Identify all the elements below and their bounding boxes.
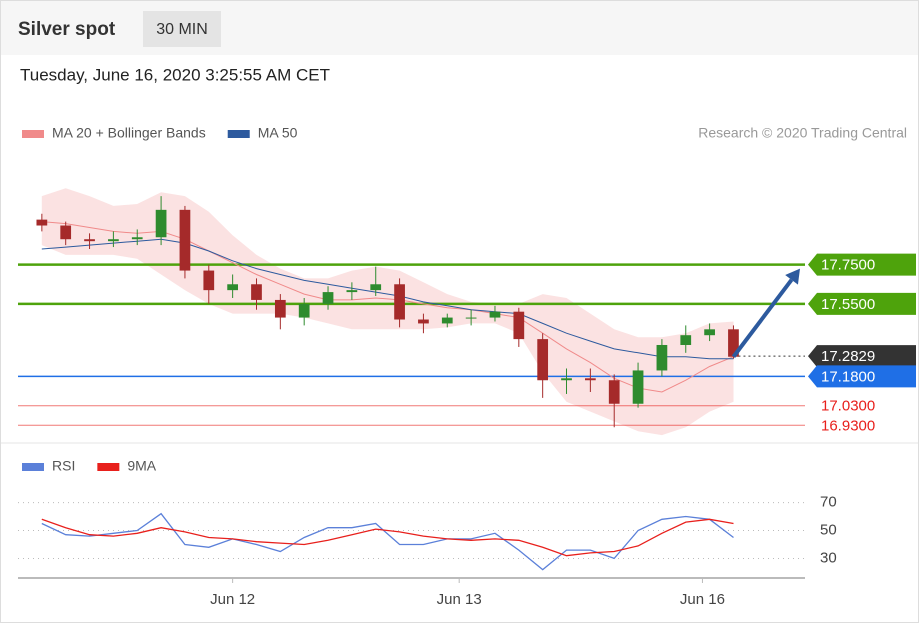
candle-body: [298, 303, 310, 318]
x-tick-label: Jun 16: [680, 591, 725, 608]
candle-body: [584, 378, 596, 381]
candle-body: [108, 239, 119, 242]
header-bar: [1, 1, 918, 55]
level-box: [808, 365, 916, 388]
x-tick-label: Jun 13: [437, 591, 482, 608]
level-label: 17.0300: [821, 398, 875, 415]
legend-swatch: [227, 130, 250, 138]
level-box: [808, 292, 916, 315]
legend-swatch: [22, 130, 44, 138]
series-line: [41, 518, 734, 557]
candle-body: [274, 299, 286, 318]
level-label: 16.9300: [821, 417, 875, 434]
y-tick-label: 30: [820, 549, 837, 566]
candle-body: [251, 284, 262, 300]
candle-body: [513, 311, 525, 340]
candle-body: [84, 239, 95, 242]
level-label: 17.7500: [821, 257, 875, 274]
projection-arrow: [731, 278, 794, 358]
credit: Research © 2020 Trading Central: [698, 125, 907, 141]
candle-body: [680, 335, 692, 345]
legend-label: 9MA: [127, 458, 156, 474]
candle-body: [656, 344, 668, 371]
candle-body: [489, 311, 501, 318]
candle-body: [370, 284, 382, 291]
candle-body: [704, 329, 715, 336]
candle-body: [441, 317, 453, 324]
candle-body: [36, 219, 48, 226]
candle-body: [465, 317, 477, 319]
candle-body: [561, 378, 572, 381]
level-label: 17.5500: [821, 296, 875, 313]
candle-body: [728, 329, 739, 357]
candle-body: [537, 339, 549, 381]
timeframe[interactable]: 30 MIN: [156, 21, 208, 38]
candle-body: [131, 237, 143, 240]
candle-body: [155, 209, 167, 238]
legend-swatch: [97, 463, 120, 471]
candle-body: [632, 370, 644, 404]
candle-body: [608, 380, 620, 404]
bollinger-band: [41, 188, 734, 436]
candle-body: [227, 284, 239, 291]
ma-line: [41, 238, 734, 360]
legend-label: RSI: [52, 458, 75, 474]
projection-arrowhead: [785, 268, 800, 285]
timestamp: Tuesday, June 16, 2020 3:25:55 AM CET: [20, 65, 330, 84]
candle-body: [179, 209, 191, 271]
legend-label: MA 50: [258, 125, 298, 141]
title: Silver spot: [18, 19, 116, 40]
y-tick-label: 70: [820, 494, 837, 511]
series-line: [41, 512, 734, 571]
y-tick-label: 50: [820, 521, 837, 538]
timeframe-tab[interactable]: [143, 11, 221, 47]
legend-label: MA 20 + Bollinger Bands: [52, 125, 206, 141]
candle-body: [418, 319, 429, 324]
candle-body: [394, 284, 405, 320]
level-label: 17.2829: [821, 348, 875, 365]
candle-body: [203, 270, 215, 291]
level-label: 17.1800: [821, 368, 875, 385]
level-box: [808, 345, 916, 368]
legend-swatch: [22, 463, 44, 471]
candle-body: [346, 290, 358, 293]
candle-body: [322, 292, 334, 304]
candle-body: [60, 225, 72, 240]
x-tick-label: Jun 12: [210, 591, 255, 608]
level-box: [808, 253, 916, 276]
